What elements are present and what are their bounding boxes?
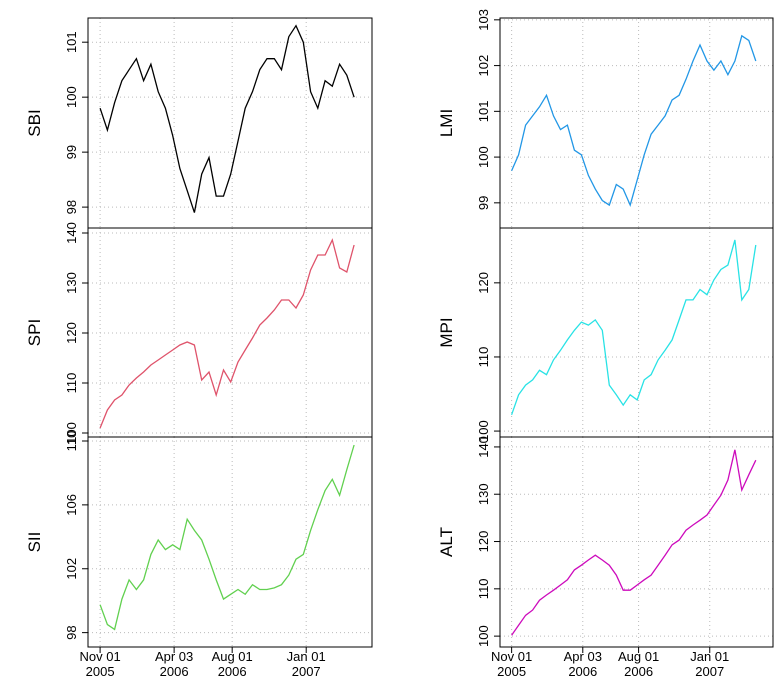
x-tick-label-line: Aug 01 (212, 649, 253, 664)
y-tick-label: 100 (64, 86, 79, 108)
series-line (511, 449, 757, 636)
x-tick-label: Jan 01 2007 (287, 649, 326, 679)
y-tick-label: 100 (476, 146, 491, 168)
y-tick-label: 99 (64, 145, 79, 159)
panel-frame (87, 17, 373, 229)
y-tick-label: 140 (476, 436, 491, 458)
x-tick-label-line: 2005 (86, 664, 115, 679)
x-tick-label: Apr 03 2006 (155, 649, 193, 679)
y-tick-label: 106 (64, 494, 79, 516)
panel-frame (87, 436, 373, 648)
x-tick-label-line: Jan 01 (287, 649, 326, 664)
y-tick-label: 99 (476, 196, 491, 210)
series-line (99, 444, 355, 631)
y-tick-label: 110 (476, 578, 491, 599)
x-tick-label-line: Nov 01 (79, 649, 120, 664)
y-axis-label: SPI (25, 319, 44, 346)
y-tick-label: 110 (64, 373, 79, 394)
x-tick-label: Apr 03 2006 (564, 649, 602, 679)
x-tick-label: Aug 01 2006 (212, 649, 253, 679)
x-tick-label-line: 2005 (497, 664, 526, 679)
x-tick-label: Nov 01 2005 (491, 649, 532, 679)
x-tick-label-line: 2006 (218, 664, 247, 679)
y-axis-label: ALT (437, 527, 456, 557)
y-tick-label: 120 (476, 531, 491, 553)
y-axis-label: MPI (437, 317, 456, 347)
x-tick-label-line: 2006 (624, 664, 653, 679)
y-tick-label: 100 (476, 420, 491, 442)
y-tick-label: 100 (476, 625, 491, 647)
x-tick-label-line: Jan 01 (690, 649, 729, 664)
series-line (511, 34, 757, 208)
series-line (99, 24, 355, 213)
x-tick-label: Jan 01 2007 (690, 649, 729, 679)
y-tick-label: 130 (476, 483, 491, 505)
y-tick-label: 102 (64, 558, 79, 580)
y-axis-label: LMI (437, 109, 456, 137)
y-tick-label: 130 (64, 272, 79, 294)
y-tick-label: 120 (64, 322, 79, 344)
series-line (99, 238, 355, 429)
y-tick-label: 110 (64, 431, 79, 452)
y-tick-label: 110 (476, 347, 491, 368)
y-axis-label: SBI (25, 109, 44, 136)
series-line (510, 239, 757, 416)
x-tick-label-line: 2007 (695, 664, 724, 679)
y-tick-label: 98 (64, 200, 79, 214)
x-tick-label: Nov 01 2005 (79, 649, 120, 679)
x-tick-label-line: 2007 (292, 664, 321, 679)
panel-frame (87, 227, 373, 438)
x-tick-label: Aug 01 2006 (618, 649, 659, 679)
y-tick-label: 101 (64, 31, 79, 53)
panel-frame (499, 227, 774, 438)
y-tick-label: 101 (476, 100, 491, 122)
y-tick-label: 103 (476, 9, 491, 31)
y-tick-label: 120 (476, 272, 491, 294)
x-tick-label-line: Apr 03 (155, 649, 193, 664)
y-tick-label: 98 (64, 625, 79, 639)
panel-frame (499, 17, 774, 229)
y-tick-label: 100 (64, 422, 79, 444)
x-tick-label-line: 2006 (568, 664, 597, 679)
x-tick-label-line: 2006 (160, 664, 189, 679)
y-axis-label: SII (25, 532, 44, 553)
y-tick-label: 140 (64, 222, 79, 244)
x-tick-label-line: Aug 01 (618, 649, 659, 664)
x-tick-label-line: Apr 03 (564, 649, 602, 664)
x-tick-label-line: Nov 01 (491, 649, 532, 664)
y-tick-label: 102 (476, 55, 491, 77)
